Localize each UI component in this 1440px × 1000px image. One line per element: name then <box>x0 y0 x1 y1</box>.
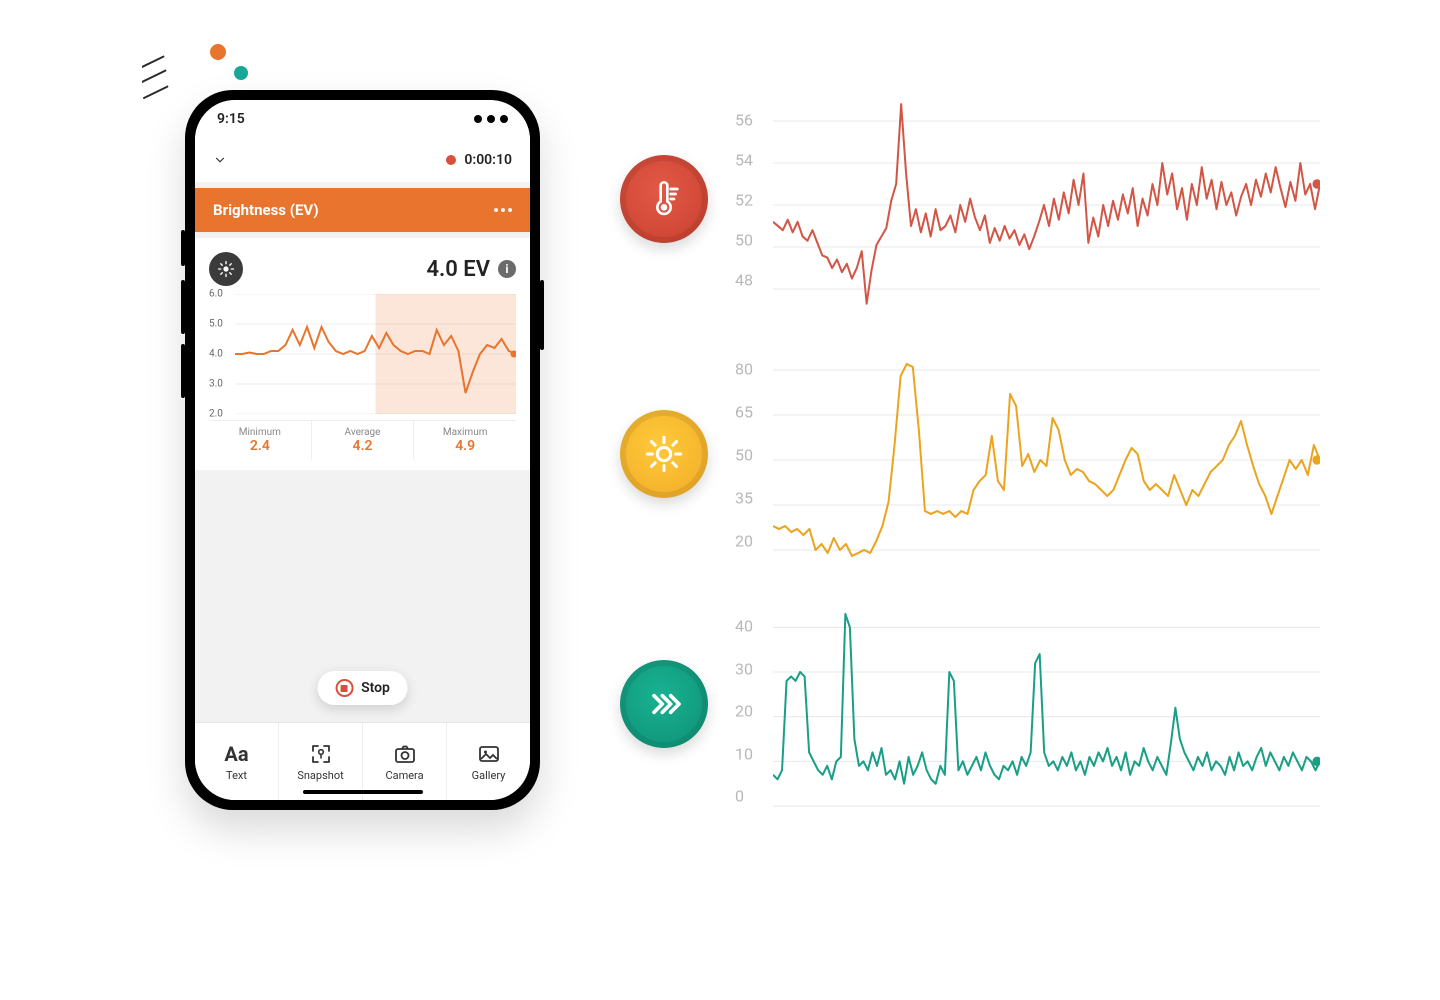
side-chart-chevrons: 0 10 20 30 40 <box>620 605 1320 815</box>
stat-average: Average 4.2 <box>312 421 415 460</box>
decor-dot-orange <box>210 44 226 60</box>
ev-value-readout: 4.0 EV i <box>426 257 516 282</box>
snapshot-icon <box>309 742 333 766</box>
stop-icon <box>335 679 353 697</box>
home-indicator <box>303 790 423 794</box>
y-tick-label: 52 <box>735 191 753 210</box>
brightness-stats: Minimum 2.4 Average 4.2 Maximum 4.9 <box>209 420 516 460</box>
y-tick-label: 48 <box>735 271 753 290</box>
panel-title-bar: Brightness (EV) <box>195 188 530 232</box>
status-indicator-dots <box>474 115 508 123</box>
y-tick-label: 30 <box>735 659 753 678</box>
y-tick-label: 0 <box>735 787 744 806</box>
y-tick-label: 50 <box>735 446 753 465</box>
y-tick-label: 56 <box>735 111 753 130</box>
stop-label: Stop <box>361 680 390 696</box>
tab-snapshot[interactable]: Snapshot <box>279 723 363 800</box>
y-tick-label: 40 <box>735 617 753 636</box>
y-tick-label: 80 <box>735 360 753 379</box>
stat-minimum: Minimum 2.4 <box>209 421 312 460</box>
y-tick-label: 20 <box>735 531 753 550</box>
chart-area: 48 50 52 54 56 <box>735 100 1320 310</box>
brightness-mini-chart: 6.05.04.03.02.0 <box>209 294 516 414</box>
record-dot-icon <box>446 155 456 165</box>
tab-gallery[interactable]: Gallery <box>447 723 530 800</box>
y-tick-label: 20 <box>735 702 753 721</box>
y-tick-label: 65 <box>735 403 753 422</box>
y-tick-label: 10 <box>735 744 753 763</box>
recording-timer: 0:00:10 <box>446 152 512 168</box>
status-time: 9:15 <box>217 111 245 127</box>
y-tick-label: 35 <box>735 488 753 507</box>
tab-text[interactable]: Aa Text <box>195 723 279 800</box>
chart-area: 0 10 20 30 40 <box>735 605 1320 815</box>
text-icon: Aa <box>224 742 248 766</box>
device-side-button <box>181 280 185 334</box>
info-icon[interactable]: i <box>498 260 516 278</box>
thermometer-icon <box>620 155 708 243</box>
bottom-bar: Aa Text Snapshot Camera Gallery <box>195 722 530 800</box>
device-side-button <box>181 344 185 398</box>
camera-icon <box>393 742 417 766</box>
chart-area: 20 35 50 65 80 <box>735 355 1320 565</box>
ev-value: 4.0 EV <box>426 257 490 282</box>
decor-dot-teal <box>234 66 248 80</box>
stop-button[interactable]: Stop <box>317 671 408 705</box>
y-tick-label: 50 <box>735 231 753 250</box>
recording-time: 0:00:10 <box>464 152 512 168</box>
device-side-button <box>181 230 185 266</box>
gallery-icon <box>477 742 501 766</box>
y-tick-label: 54 <box>735 151 753 170</box>
brightness-icon <box>209 252 243 286</box>
device-side-button <box>540 280 544 350</box>
tab-camera[interactable]: Camera <box>363 723 447 800</box>
stat-maximum: Maximum 4.9 <box>414 421 516 460</box>
sun-icon <box>620 410 708 498</box>
more-options-button[interactable] <box>494 208 512 212</box>
panel-title: Brightness (EV) <box>213 201 319 219</box>
status-bar: 9:15 <box>195 100 530 138</box>
chevron-down-icon[interactable] <box>213 153 227 167</box>
brightness-card: 4.0 EV i 6.05.04.03.02.0 Minimum 2.4 Ave… <box>195 238 530 470</box>
side-chart-thermometer: 48 50 52 54 56 <box>620 100 1320 310</box>
phone-mockup: 9:15 0:00:10 Brightness (EV) <box>185 90 540 810</box>
chevrons-icon <box>620 660 708 748</box>
app-top-row: 0:00:10 <box>195 138 530 182</box>
side-chart-sun: 20 35 50 65 80 <box>620 355 1320 565</box>
